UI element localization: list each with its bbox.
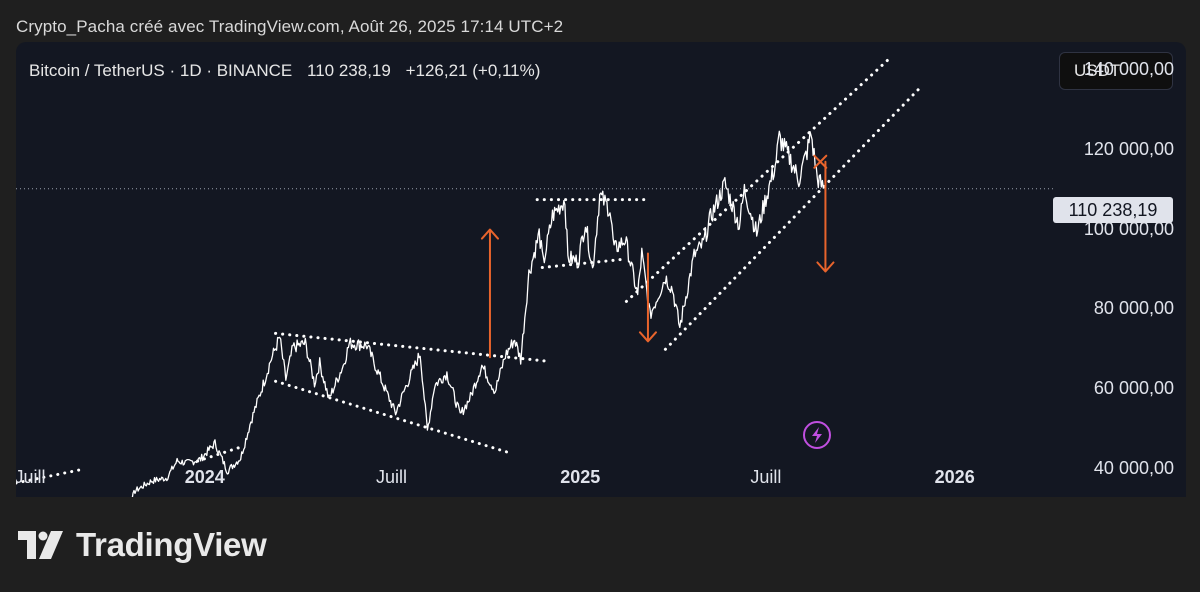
current-price-tag: 110 238,19 bbox=[1053, 197, 1173, 223]
y-tick-label: 100 000,00 bbox=[1083, 218, 1174, 239]
price-chart[interactable] bbox=[16, 42, 1186, 497]
trendline-6 bbox=[540, 258, 623, 270]
symbol-title: Bitcoin / TetherUS · 1D · BINANCE bbox=[29, 61, 293, 80]
lightning-bolt-glyph bbox=[812, 427, 822, 443]
trendline-2 bbox=[196, 445, 243, 463]
lightning-icon bbox=[803, 421, 831, 449]
x-tick-label: 2025 bbox=[560, 467, 601, 487]
last-price: 110 238,19 bbox=[307, 61, 391, 80]
y-tick-label: 60 000,00 bbox=[1093, 378, 1174, 399]
projection-arrow-1 bbox=[480, 228, 499, 359]
y-tick-label: 80 000,00 bbox=[1093, 298, 1174, 319]
x-tick-label: Juill bbox=[16, 467, 46, 487]
x-tick-label: 2024 bbox=[184, 467, 225, 487]
trendline-8 bbox=[663, 84, 924, 351]
x-tick-label: Juill bbox=[750, 467, 782, 487]
price-change: +126,21 (+0,11%) bbox=[405, 61, 541, 80]
projection-arrow-3 bbox=[816, 160, 835, 273]
y-tick-label: 140 000,00 bbox=[1083, 58, 1174, 79]
trendline-3 bbox=[274, 331, 550, 363]
tradingview-wordmark: TradingView bbox=[76, 526, 267, 563]
chart-caption: Crypto_Pacha créé avec TradingView.com, … bbox=[16, 17, 564, 36]
symbol-header: Bitcoin / TetherUS · 1D · BINANCE 110 23… bbox=[29, 61, 550, 81]
trendline-7 bbox=[624, 56, 892, 303]
price-series-line bbox=[131, 130, 825, 497]
tradingview-logo[interactable]: TradingView bbox=[18, 526, 267, 564]
y-tick-label: 120 000,00 bbox=[1083, 138, 1174, 159]
currency-button[interactable]: USDT bbox=[1059, 52, 1173, 90]
projection-arrow-2 bbox=[638, 252, 657, 343]
chart-panel[interactable]: Bitcoin / TetherUS · 1D · BINANCE 110 23… bbox=[16, 42, 1186, 497]
x-tick-label: Juill bbox=[375, 467, 407, 487]
cross-marker-1 bbox=[813, 154, 828, 169]
trendline-4 bbox=[274, 379, 512, 455]
tradingview-logo-icon bbox=[18, 531, 63, 559]
x-tick-label: 2026 bbox=[934, 467, 975, 487]
y-tick-label: 40 000,00 bbox=[1093, 458, 1174, 479]
trendline-1 bbox=[16, 467, 86, 485]
